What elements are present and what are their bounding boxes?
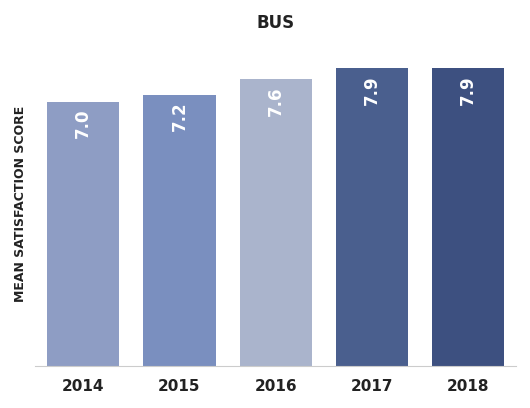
Text: 7.2: 7.2 [171, 101, 189, 131]
Text: 7.0: 7.0 [74, 109, 92, 138]
Text: 7.6: 7.6 [267, 86, 285, 116]
Bar [240, 80, 312, 366]
Bar [432, 68, 504, 366]
Bar [336, 68, 408, 366]
Text: 7.9: 7.9 [459, 75, 477, 104]
Text: 7.9: 7.9 [363, 75, 381, 104]
Title: BUS: BUS [257, 14, 295, 32]
Bar [47, 102, 119, 366]
Y-axis label: MEAN SATISFACTION SCORE: MEAN SATISFACTION SCORE [14, 106, 27, 302]
Bar [144, 95, 216, 366]
